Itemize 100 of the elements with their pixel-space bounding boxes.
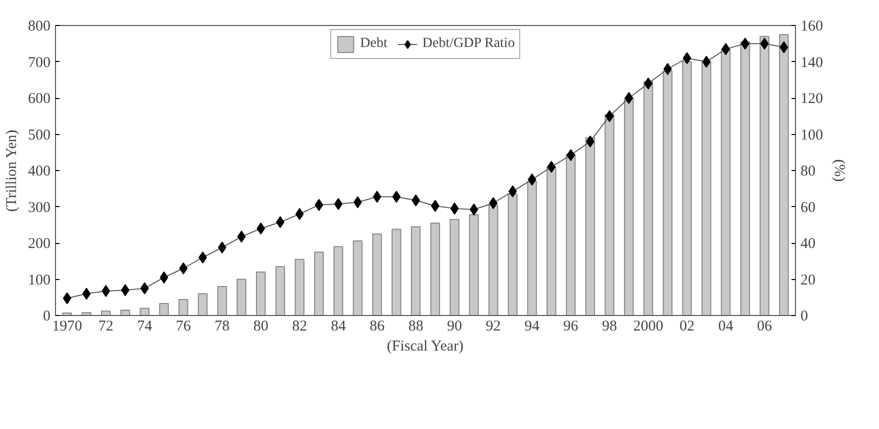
bar — [624, 98, 634, 316]
y-tick-label: 600 — [28, 91, 50, 107]
y2-tick-label: 160 — [800, 18, 823, 34]
x-axis-title: (Fiscal Year) — [386, 338, 464, 354]
bar — [217, 286, 227, 316]
y-tick-label: 400 — [28, 164, 50, 180]
bar — [760, 36, 770, 316]
bar — [294, 258, 304, 316]
bar — [159, 303, 169, 316]
bar — [392, 228, 402, 316]
y2-tick-label: 0 — [800, 308, 808, 324]
y-tick-label: 0 — [43, 308, 50, 324]
bar — [352, 240, 363, 316]
point — [102, 285, 110, 298]
y2-axis-title: (%) — [831, 159, 847, 182]
x-tick-label: 02 — [680, 318, 695, 334]
bar — [779, 34, 789, 316]
bar — [488, 204, 498, 316]
y2-tick-label: 40 — [800, 236, 816, 252]
x-tick-label: 90 — [447, 318, 462, 334]
y-tick-label: 200 — [28, 236, 50, 252]
point — [547, 160, 556, 173]
point — [62, 292, 72, 304]
bar — [198, 293, 208, 316]
bar — [82, 312, 92, 316]
x-tick-label: 84 — [330, 318, 346, 334]
point — [780, 41, 788, 54]
x-tick-label: 86 — [370, 318, 386, 334]
point — [295, 208, 304, 220]
bar — [702, 61, 712, 316]
y2-tick-label: 20 — [800, 272, 816, 288]
point — [740, 38, 750, 50]
bar — [101, 310, 111, 316]
point — [237, 230, 246, 243]
y2-tick-label: 100 — [800, 127, 823, 144]
y-tick-label: 500 — [28, 127, 50, 144]
point — [198, 252, 207, 264]
point — [702, 56, 711, 68]
y-tick-label: 700 — [28, 54, 50, 71]
y-tick-label: 100 — [28, 272, 50, 288]
bar — [662, 70, 673, 316]
x-tick-label: 94 — [524, 318, 540, 334]
y2-tick-label: 80 — [800, 164, 816, 180]
point — [644, 78, 652, 90]
point — [605, 110, 614, 122]
bar — [372, 233, 382, 316]
x-tick-label: 06 — [757, 318, 773, 334]
point — [314, 198, 324, 211]
bar — [720, 48, 731, 316]
bar — [566, 154, 576, 316]
y2-tick-label: 120 — [800, 91, 823, 107]
x-tick-label: 2000 — [633, 318, 664, 334]
y2-tick-label: 140 — [800, 54, 823, 71]
x-tick-label: 1970 — [52, 318, 82, 334]
x-tick-label: 98 — [602, 318, 618, 334]
bar — [333, 246, 344, 316]
point — [528, 174, 536, 186]
x-tick-label: 88 — [408, 318, 424, 334]
bar — [410, 226, 421, 316]
bar — [604, 114, 614, 316]
point — [218, 242, 226, 254]
bar — [469, 214, 479, 316]
bar — [178, 299, 188, 316]
bar — [120, 310, 130, 316]
point — [663, 63, 672, 75]
bar — [643, 81, 654, 316]
x-tick-label: 80 — [253, 318, 268, 334]
bar — [314, 252, 324, 316]
x-tick-label: 72 — [98, 318, 114, 334]
point — [140, 282, 149, 294]
bar — [527, 180, 537, 316]
x-tick-label: 04 — [718, 318, 734, 334]
point — [470, 203, 478, 216]
y2-tick-label: 60 — [800, 200, 816, 216]
point — [682, 52, 692, 64]
point — [586, 136, 594, 148]
bar — [275, 266, 286, 316]
x-tick-label: 92 — [486, 318, 501, 334]
bar — [585, 137, 596, 316]
point — [450, 202, 459, 215]
y-tick-label: 800 — [28, 18, 50, 34]
y-axis-title: (Trillion Yen) — [4, 130, 20, 212]
bar — [256, 272, 266, 316]
bar — [682, 61, 692, 316]
x-tick-label: 82 — [292, 318, 308, 334]
point — [372, 190, 382, 203]
point — [160, 271, 168, 284]
point — [392, 190, 401, 203]
bar — [546, 166, 556, 316]
point — [760, 38, 769, 50]
x-tick-label: 74 — [137, 318, 153, 334]
point — [82, 288, 91, 300]
bar — [450, 218, 460, 316]
point — [179, 262, 188, 274]
bar — [140, 308, 150, 316]
point — [256, 222, 266, 234]
bar — [236, 278, 246, 316]
x-tick-label: 78 — [214, 318, 230, 334]
point — [624, 92, 634, 104]
bar — [430, 222, 440, 316]
